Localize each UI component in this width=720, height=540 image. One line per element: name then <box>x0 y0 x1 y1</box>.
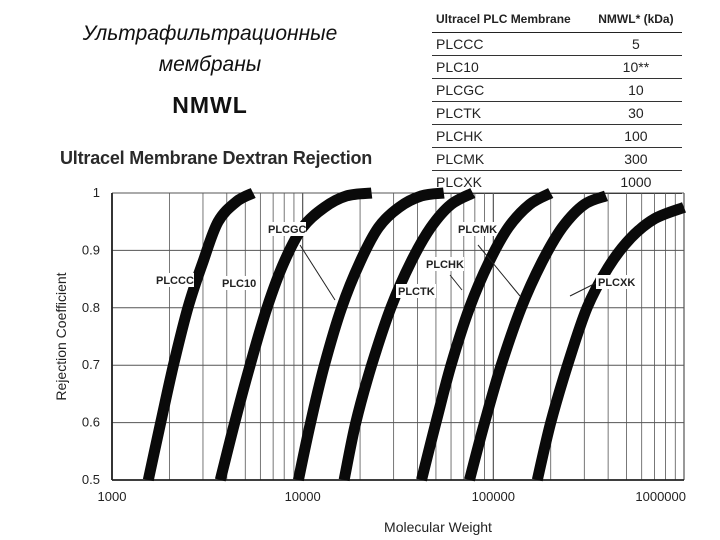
table-row: PLCCC 5 <box>432 32 682 56</box>
leader-line-plchk <box>449 274 463 291</box>
y-tick-label: 0.7 <box>82 357 100 372</box>
annotation-label-bg <box>456 222 496 236</box>
series-curve-plctk <box>338 188 476 482</box>
table-row: PLCGC 10 <box>432 78 682 102</box>
membrane-name: PLCHK <box>432 124 590 148</box>
membrane-name: PLCTK <box>432 101 590 125</box>
leader-line-plcxk <box>569 281 599 297</box>
column-header-nmwl: NMWL* (kDa) <box>589 10 682 33</box>
membrane-spec-table: Ultracel PLC Membrane NMWL* (kDa) PLCCC 5… <box>432 10 682 194</box>
annotation-label-bg <box>396 284 436 298</box>
column-header-membrane: Ultracel PLC Membrane <box>432 10 590 33</box>
annotation-label-plccc: PLCCC <box>156 275 194 287</box>
slide-heading: Ультрафильтрационные мембраны <box>40 18 380 80</box>
y-axis-title: Rejection Coefficient <box>53 272 69 400</box>
series-curve-plchk <box>416 188 554 482</box>
table-header-row: Ultracel PLC Membrane NMWL* (kDa) <box>432 10 682 33</box>
heading-line-2: мембраны <box>158 53 262 76</box>
table-row: PLC10 10** <box>432 55 682 79</box>
table-row: PLCTK 30 <box>432 101 682 125</box>
table-row: PLCHK 100 <box>432 124 682 148</box>
heading-line-1: Ультрафильтрационные <box>82 22 338 45</box>
series-curve-plc10 <box>214 187 373 482</box>
annotation-label-plc10: PLC10 <box>222 278 256 290</box>
annotation-label-bg <box>596 275 636 289</box>
membrane-nmwl: 300 <box>589 147 682 171</box>
membrane-name: PLCMK <box>432 147 590 171</box>
y-tick-label: 0.5 <box>82 472 100 487</box>
series-curve-plcxk <box>531 202 686 482</box>
x-axis-title: Molecular Weight <box>384 519 492 535</box>
series-curve-plcmk <box>464 190 608 482</box>
membrane-nmwl: 10** <box>589 55 682 79</box>
membrane-nmwl: 30 <box>589 101 682 125</box>
x-tick-label: 100000 <box>472 489 515 504</box>
chart-title: Ultracel Membrane Dextran Rejection <box>60 148 373 168</box>
tick-labels: 1000 10000 100000 1000000 1 0.9 0.8 0.7 0.6 0.5 <box>82 185 686 504</box>
leader-line-plcmk <box>477 244 521 297</box>
annotation-label-plcgc: PLCGC <box>268 224 307 236</box>
axis-titles: Molecular Weight Rejection Coefficient <box>53 272 492 535</box>
series-curves <box>142 187 686 482</box>
annotation-label-plcxk: PLCXK <box>598 277 635 289</box>
x-tick-label: 10000 <box>285 489 321 504</box>
annotation-label-bg <box>154 273 194 287</box>
annotation-label-plcmk: PLCMK <box>458 224 497 236</box>
membrane-name: PLC10 <box>432 55 590 79</box>
y-tick-label: 0.8 <box>82 300 100 315</box>
membrane-nmwl: 100 <box>589 124 682 148</box>
annotation-labels: PLCCC PLC10 PLCGC PLCTK PLCHK PLCMK PLCXK <box>154 222 636 298</box>
annotation-label-plchk: PLCHK <box>426 259 464 271</box>
membrane-name: PLCGC <box>432 78 590 102</box>
annotation-label-bg <box>424 257 464 271</box>
y-tick-label: 0.6 <box>82 415 100 430</box>
membrane-name: PLCCC <box>432 32 590 56</box>
leader-line-plcgc <box>299 244 336 301</box>
x-tick-label: 1000000 <box>635 489 686 504</box>
y-tick-label: 1 <box>93 185 100 200</box>
annotation-leaders <box>299 244 599 301</box>
y-tick-label: 0.9 <box>82 242 100 257</box>
annotation-label-plctk: PLCTK <box>398 286 435 298</box>
series-curve-plcgc <box>293 187 445 482</box>
membrane-nmwl: 10 <box>589 78 682 102</box>
table-row: PLCMK 300 <box>432 147 682 171</box>
series-curve-plccc <box>142 187 256 482</box>
membrane-nmwl: 5 <box>589 32 682 56</box>
grid-lines <box>111 192 685 481</box>
x-tick-label: 1000 <box>98 489 127 504</box>
annotation-label-bg <box>266 222 306 236</box>
annotation-label-bg <box>220 276 260 290</box>
slide-subheading: NMWL <box>172 92 248 118</box>
